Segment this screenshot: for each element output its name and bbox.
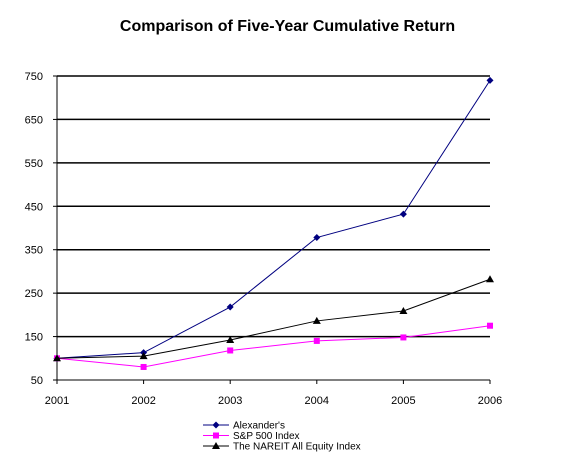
data-point: [227, 347, 234, 354]
data-point: [139, 352, 148, 360]
series-line: [56, 80, 491, 359]
legend-label: Alexander's: [233, 421, 285, 432]
y-tick-label: 650: [25, 114, 43, 126]
data-point: [226, 336, 235, 344]
legend-swatch-marker: [213, 432, 219, 439]
x-tick-label: 2006: [478, 395, 502, 407]
x-tick-label: 2001: [45, 395, 69, 407]
data-point: [312, 316, 321, 324]
data-point: [400, 334, 407, 341]
data-point: [53, 354, 61, 362]
y-tick-label: 550: [25, 158, 43, 170]
data-point: [487, 322, 493, 329]
legend-swatch-marker: [212, 421, 220, 429]
x-tick-label: 2004: [305, 395, 329, 407]
y-tick-label: 250: [25, 288, 43, 300]
data-point: [486, 76, 494, 84]
data-point: [140, 363, 147, 370]
series-s-p-500-index: [54, 322, 493, 370]
series-line: [56, 325, 491, 368]
y-axis-ticks: 50 150 250 350 450 550 650 750: [25, 71, 57, 387]
series-line: [56, 278, 491, 359]
y-tick-label: 750: [25, 71, 43, 83]
axes: [56, 76, 490, 381]
x-tick-label: 2002: [131, 395, 155, 407]
legend-label: The NAREIT All Equity Index: [233, 442, 361, 453]
data-point: [486, 275, 494, 283]
legend-label: S&P 500 Index: [233, 431, 300, 442]
y-tick-label: 450: [25, 201, 43, 213]
x-tick-label: 2005: [391, 395, 415, 407]
x-tick-label: 2003: [218, 395, 242, 407]
legend-item: Alexander's: [203, 421, 285, 432]
y-tick-label: 50: [31, 375, 43, 387]
data-point: [313, 234, 321, 242]
legend-item: The NAREIT All Equity Index: [203, 442, 361, 453]
x-axis-ticks: 2001 2002 2003 2004 2005 2006: [45, 380, 502, 407]
series-lines: [53, 76, 494, 370]
legend-swatch-marker: [212, 442, 220, 449]
grid-lines: [57, 75, 490, 338]
series-the-nareit-all-equity-index: [53, 275, 494, 362]
chart-title: Comparison of Five-Year Cumulative Retur…: [119, 18, 456, 35]
data-point: [313, 337, 320, 344]
y-tick-label: 150: [25, 332, 43, 344]
y-tick-label: 350: [25, 245, 43, 257]
data-point: [226, 303, 234, 311]
data-point: [399, 210, 407, 218]
data-point: [399, 306, 408, 314]
legend-item: S&P 500 Index: [203, 431, 300, 442]
